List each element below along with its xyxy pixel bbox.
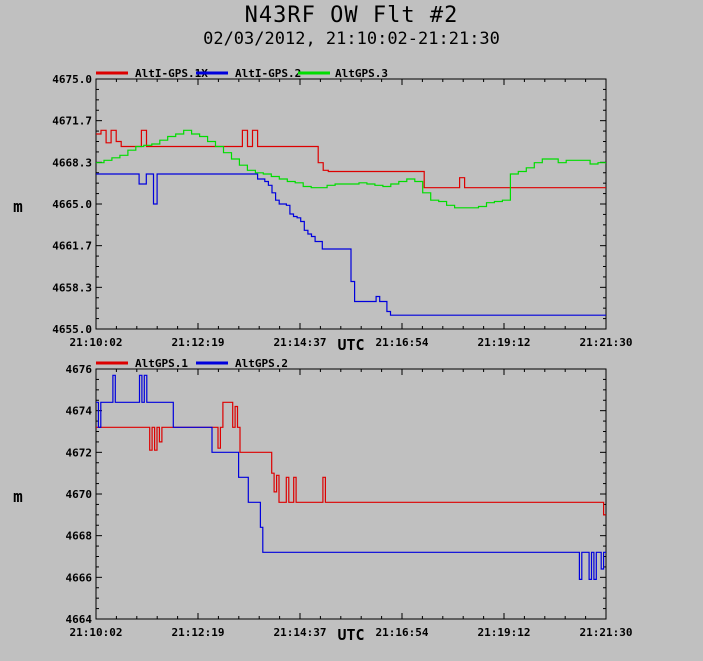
legend-label-2: AltI-GPS.2 — [235, 67, 301, 80]
y-tick-label: 4661.7 — [52, 240, 92, 253]
x-tick-label: 21:12:19 — [172, 626, 225, 639]
y-tick-label: 4665.0 — [52, 198, 92, 211]
series-line-1 — [96, 401, 606, 516]
y-tick-label: 4668 — [66, 530, 93, 543]
x-axis-label: UTC — [337, 626, 364, 644]
plot-frame — [95, 78, 607, 330]
y-tick-label: 4666 — [66, 571, 93, 584]
y-tick-label: 4670 — [66, 488, 93, 501]
y-tick-label: 4658.3 — [52, 281, 92, 294]
x-tick-label: 21:16:54 — [376, 626, 429, 639]
chart-title: N43RF OW Flt #2 — [244, 3, 459, 28]
plot-frame — [95, 368, 607, 620]
y-tick-label: 4675.0 — [52, 73, 92, 86]
legend-label-2: AltGPS.2 — [235, 357, 288, 370]
x-tick-label: 21:21:30 — [580, 626, 633, 639]
x-tick-label: 21:19:12 — [478, 336, 531, 349]
series-line-2 — [96, 173, 606, 316]
chart-panel-2: 4664 4666 4668 4670 4672 4674 4676 21:10:02 21:1… — [13, 357, 632, 644]
x-tick-label: 21:10:02 — [70, 336, 123, 349]
legend-label-1: AltI-GPS.1X — [135, 67, 208, 80]
y-axis-label: m — [13, 487, 23, 506]
y-tick-label: 4676 — [66, 363, 93, 376]
y-axis-label: m — [13, 197, 23, 216]
y-tick-label: 4664 — [66, 613, 93, 626]
x-axis-label: UTC — [337, 336, 364, 354]
x-tick-label: 21:21:30 — [580, 336, 633, 349]
chart-subtitle: 02/03/2012, 21:10:02-21:21:30 — [203, 29, 500, 49]
x-tick-label: 21:16:54 — [376, 336, 429, 349]
chart-panel-1: 4655.0 4658.3 4661.7 4665.0 4668.3 4671.7 4675… — [13, 67, 632, 354]
x-tick-label: 21:19:12 — [478, 626, 531, 639]
x-tick-label: 21:12:19 — [172, 336, 225, 349]
y-tick-label: 4655.0 — [52, 323, 92, 336]
x-tick-label: 21:10:02 — [70, 626, 123, 639]
legend-label-3: AltGPS.3 — [335, 67, 388, 80]
y-tick-label: 4668.3 — [52, 156, 92, 169]
y-tick-label: 4671.7 — [52, 115, 92, 128]
y-tick-label: 4674 — [66, 405, 93, 418]
series-line-2 — [96, 374, 606, 580]
legend-label-1: AltGPS.1 — [135, 357, 188, 370]
x-tick-label: 21:14:37 — [274, 336, 327, 349]
series-line-1 — [96, 129, 606, 189]
y-tick-label: 4672 — [66, 446, 93, 459]
title-block: N43RF OW Flt #2 02/03/2012, 21:10:02-21:… — [0, 5, 703, 48]
x-tick-label: 21:14:37 — [274, 626, 327, 639]
series-line-3 — [96, 129, 606, 209]
